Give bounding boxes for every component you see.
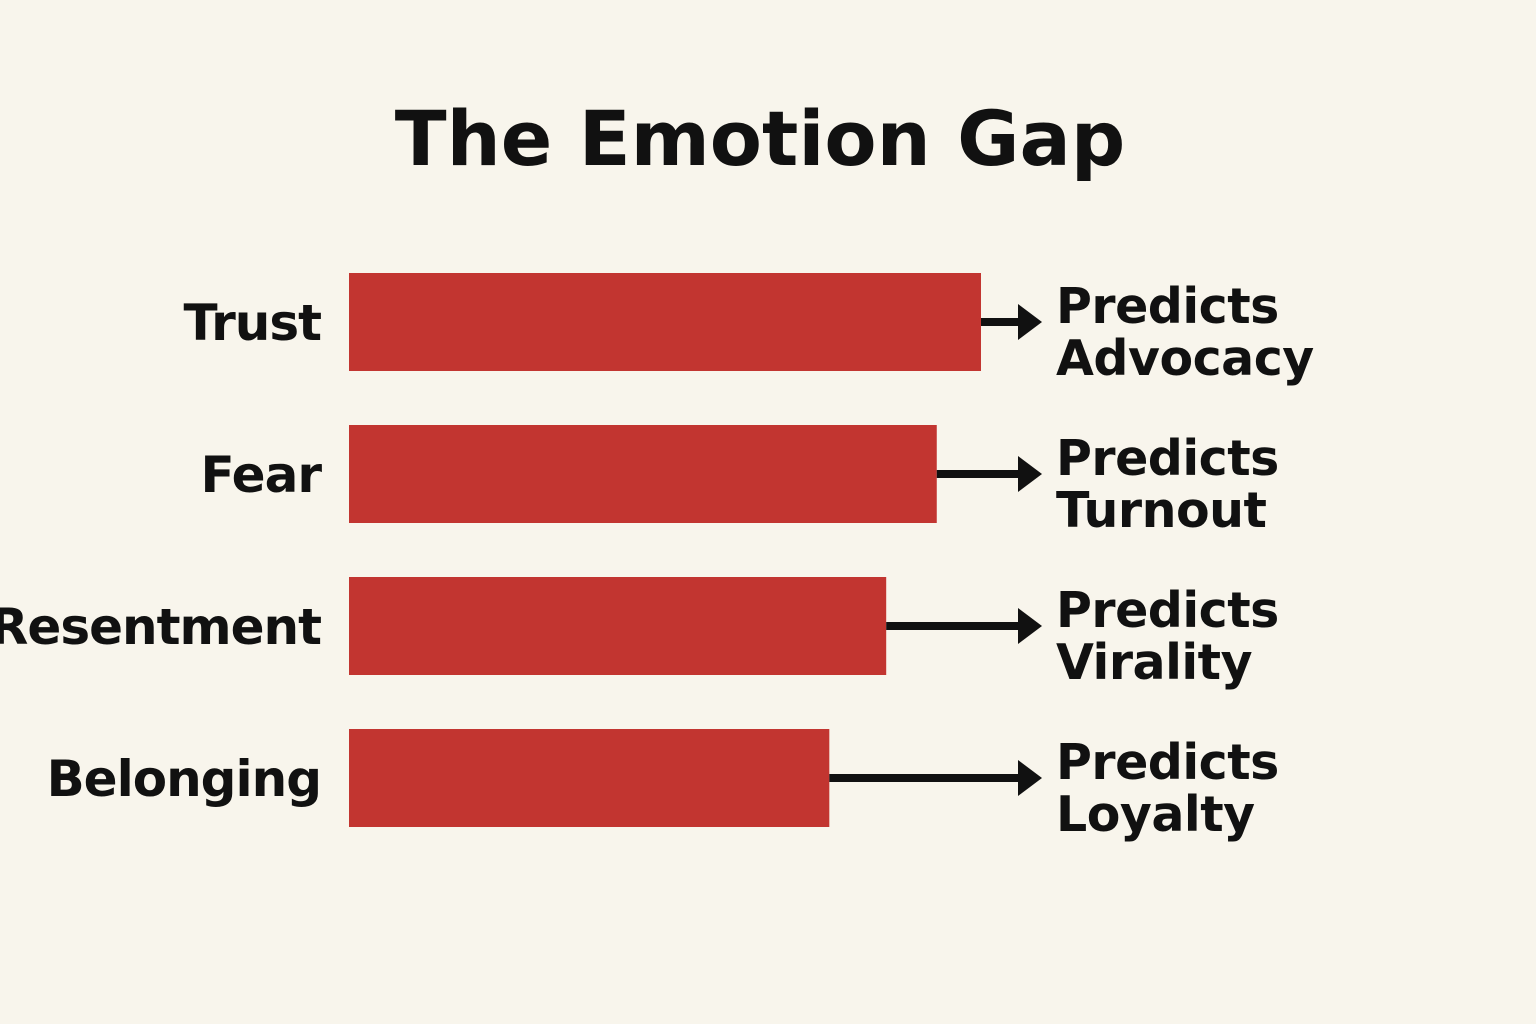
arrow-head-icon-fear [1018,456,1042,492]
outcome-line-trust-0: Predicts [1056,278,1279,335]
arrow-head-icon-belonging [1018,760,1042,796]
bar-belonging [349,729,830,827]
arrow-head-icon-trust [1018,304,1042,340]
outcome-line-resentment-0: Predicts [1056,582,1279,639]
category-label-trust: Trust [183,294,321,352]
outcome-label-belonging: Predicts Loyalty [1056,734,1279,843]
outcome-line-fear-0: Predicts [1056,430,1279,487]
outcome-line-belonging-1: Loyalty [1056,786,1255,843]
arrow-head-icon-resentment [1018,608,1042,644]
outcome-line-belonging-0: Predicts [1056,734,1279,791]
outcome-line-trust-1: Advocacy [1056,330,1314,387]
outcome-label-resentment: Predicts Virality [1056,582,1279,691]
outcome-label-fear: Predicts Turnout [1056,430,1279,539]
category-label-resentment: Resentment [0,598,321,656]
bar-resentment [349,577,887,675]
chart-title: The Emotion Gap [395,94,1126,183]
outcome-label-trust: Predicts Advocacy [1056,278,1314,387]
category-label-fear: Fear [201,446,323,504]
outcome-line-resentment-1: Virality [1056,634,1253,691]
category-label-belonging: Belonging [47,750,321,808]
bar-fear [349,425,937,523]
bar-trust [349,273,981,371]
outcome-line-fear-1: Turnout [1056,482,1267,539]
